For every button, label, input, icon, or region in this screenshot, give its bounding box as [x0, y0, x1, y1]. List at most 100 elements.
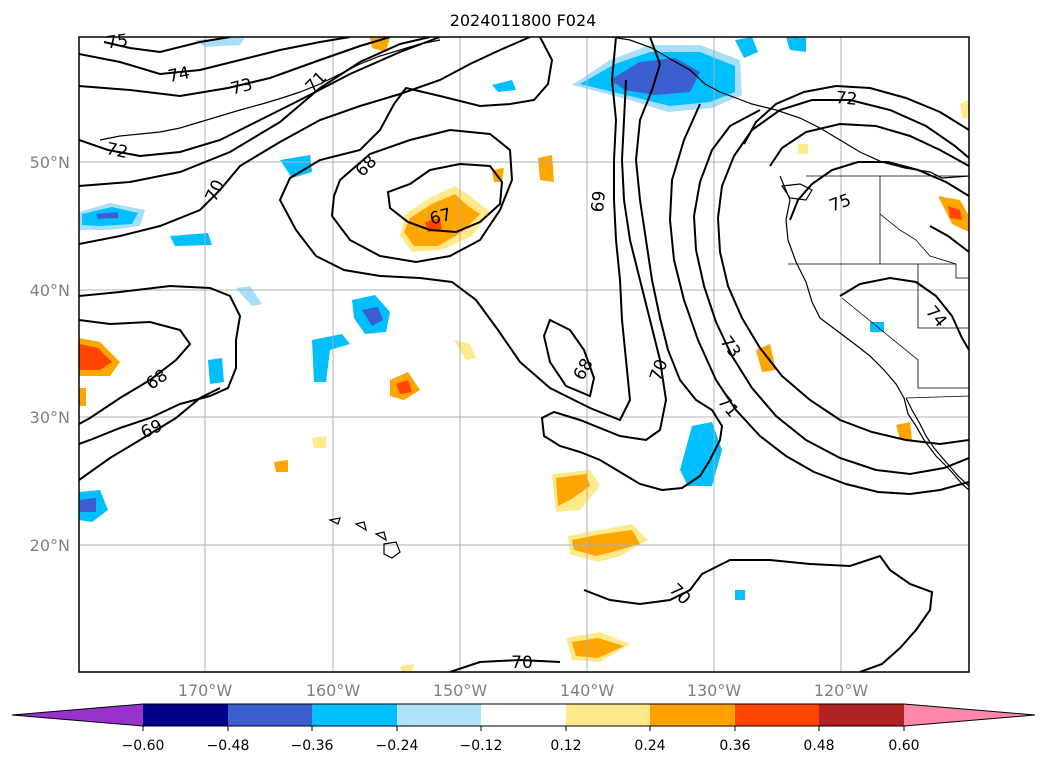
- contour-74-east: [769, 122, 969, 167]
- coastline-vancouver-island: [780, 183, 813, 201]
- contour-70-south: [583, 554, 934, 672]
- anomaly-area-west-pos-2: [79, 388, 86, 406]
- contour-68-west: [79, 319, 192, 425]
- map-panel: 75 74 73 72 71 70 68 67 69 68 69 68 70 7…: [78, 31, 970, 673]
- anomaly-area-gulf-alaska-strong: [610, 58, 700, 95]
- anomaly-area-west-3: [280, 155, 312, 178]
- colorbar-segment: [312, 704, 397, 726]
- anomaly-area-pos-east-3: [798, 144, 808, 154]
- anomaly-area-pos-east-2: [896, 422, 912, 440]
- contour-73: [79, 37, 391, 98]
- contour-67: [386, 162, 504, 234]
- contour-label: 72: [104, 139, 129, 163]
- anomaly-area-west-2: [170, 233, 212, 246]
- colorbar-segment: [397, 704, 481, 726]
- anomaly-area-central-2: [312, 334, 350, 382]
- anomaly-area-pos-coast: [756, 344, 776, 372]
- border-id-mt: [879, 213, 957, 265]
- contour-70-north: [79, 37, 531, 245]
- colorbar-segment: [143, 704, 228, 726]
- lon-label-160w: 160°W: [306, 681, 361, 700]
- colorbar-tick-label: 0.60: [888, 738, 919, 754]
- colorbar-tick-label: 0.12: [550, 738, 581, 754]
- coastline-aleutians: [99, 39, 441, 141]
- colorbar-extend-high: [904, 704, 1035, 726]
- anomaly-area-top-left: [195, 37, 245, 47]
- contour-68-sw: [542, 318, 596, 398]
- political-borders: [788, 175, 969, 399]
- colorbar-tick-label: −0.24: [376, 738, 419, 754]
- lat-label-50n: 50°N: [30, 153, 70, 172]
- lon-label-130w: 130°W: [687, 681, 742, 700]
- anomaly-area-pos-small-6: [312, 436, 326, 448]
- lon-label-150w: 150°W: [433, 681, 488, 700]
- lat-label-40n: 40°N: [30, 281, 70, 300]
- anomaly-area-pos-south-1-mid: [556, 474, 590, 506]
- lat-label-30n: 30°N: [30, 408, 70, 427]
- map-title: 2024011800 F024: [450, 11, 597, 30]
- lon-label-120w: 120°W: [814, 681, 869, 700]
- anomaly-area-pos-bottom: [400, 664, 414, 672]
- anomaly-area-central-4: [236, 286, 262, 306]
- contour-70-sw: [79, 387, 221, 481]
- colorbar-segment: [735, 704, 819, 726]
- contour-74-east-2: [929, 225, 969, 253]
- anomaly-area-pos-south-2-mid: [572, 530, 640, 556]
- anomaly-area-west-1-strong: [96, 212, 118, 219]
- colorbar-tick-labels: −0.60 −0.48 −0.36 −0.24 −0.12 0.12 0.24 …: [122, 738, 920, 754]
- colorbar-segment: [566, 704, 650, 726]
- contour-label: 70: [511, 653, 533, 673]
- colorbar-tick-label: 0.36: [719, 738, 750, 754]
- anomaly-area-east-1: [680, 422, 722, 486]
- contour-73-east: [716, 99, 969, 446]
- contour-71-east: [668, 103, 969, 496]
- contour-label: 69: [588, 190, 610, 213]
- contour-71: [79, 37, 431, 187]
- colorbar-tick-label: −0.36: [291, 738, 334, 754]
- anomaly-area-north-patch: [735, 37, 758, 58]
- anomaly-area-pos-east-4: [960, 100, 969, 118]
- contour-70-bottom: [449, 658, 561, 672]
- anomaly-area-central-3: [208, 358, 224, 384]
- contour-72: [79, 37, 441, 158]
- height-contours: [79, 37, 969, 672]
- contour-70-central: [540, 37, 724, 492]
- colorbar-segment: [819, 704, 904, 726]
- colorbar-segment: [228, 704, 312, 726]
- lat-label-20n: 20°N: [30, 536, 70, 555]
- contour-74-ca: [839, 276, 969, 351]
- anomaly-area-pos-east-1-strong: [948, 206, 962, 220]
- colorbar-ticks: [142, 726, 905, 731]
- contour-69-west: [79, 284, 242, 445]
- lon-label-170w: 170°W: [178, 681, 233, 700]
- coastline-canada-alaska: [611, 37, 969, 179]
- anomaly-area-west-pos-strong: [79, 344, 112, 370]
- contour-68-low: [330, 128, 514, 264]
- anomaly-area-sw-strong: [80, 498, 96, 512]
- anomaly-area-pos-small-2: [538, 155, 554, 182]
- anomaly-area-central-1-strong: [362, 307, 383, 326]
- contour-75-top: [103, 37, 231, 54]
- colorbar: −0.60 −0.48 −0.36 −0.24 −0.12 0.12 0.24 …: [11, 703, 1036, 754]
- colorbar-segment: [650, 704, 735, 726]
- colorbar-extend-low: [12, 704, 143, 726]
- border-or-ca-nv: [788, 263, 969, 279]
- colorbar-tick-label: 0.24: [634, 738, 665, 754]
- contour-75-east: [789, 161, 969, 221]
- anomaly-area-low-center-mid: [404, 194, 480, 246]
- anomaly-area-east-2: [735, 590, 745, 600]
- border-us-mexico: [905, 395, 969, 399]
- anomaly-area-small-1: [492, 80, 516, 92]
- map-background: [79, 37, 969, 672]
- contour-label: 72: [835, 88, 858, 110]
- map-frame: [78, 36, 970, 673]
- contour-72-east: [692, 109, 969, 476]
- coastline-west-coast: [779, 175, 969, 491]
- latitude-labels: 50°N 40°N 30°N 20°N: [30, 153, 70, 555]
- anomaly-area-pos-small-5: [274, 460, 288, 472]
- longitude-labels: 170°W 160°W 150°W 140°W 130°W 120°W: [178, 681, 869, 700]
- contour-label: 75: [105, 31, 129, 54]
- colorbar-tick-label: 0.48: [803, 738, 834, 754]
- border-nv-az: [917, 264, 969, 329]
